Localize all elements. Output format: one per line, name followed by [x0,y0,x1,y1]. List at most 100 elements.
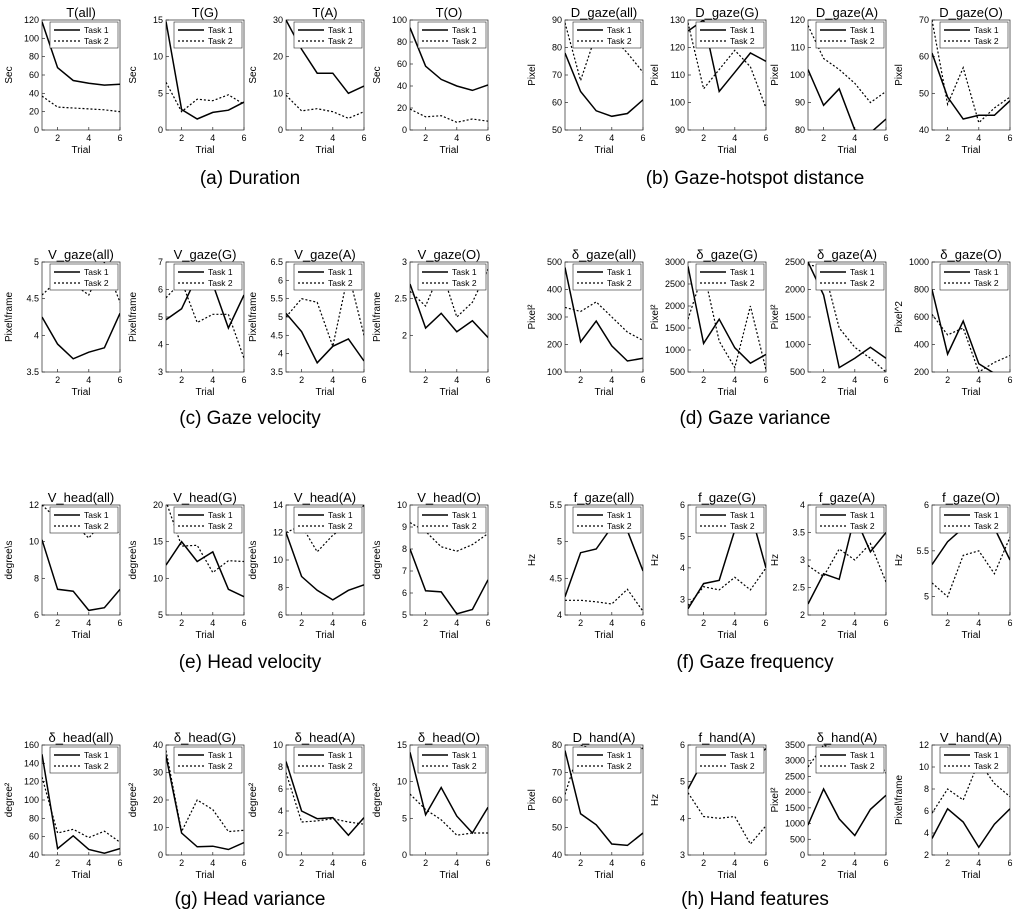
y-tick-label: 4 [158,340,163,350]
x-tick-label: 6 [763,375,768,385]
y-tick-label: 8 [278,583,283,593]
x-tick-label: 6 [640,133,645,143]
series-line-task-1 [410,752,488,835]
y-axis-label: degree² [4,782,15,817]
chart-title: D_gaze(all) [571,5,637,20]
series-line-task-2 [688,567,766,606]
legend-label: Task 2 [730,761,755,771]
legend-label: Task 1 [730,267,755,277]
x-tick-label: 6 [241,133,246,143]
y-axis-label: Pixel² [527,304,538,330]
legend-label: Task 2 [84,761,109,771]
y-tick-label: 7 [402,566,407,576]
y-axis-label: Pixel\frame [128,292,139,342]
x-tick-label: 2 [55,375,60,385]
series-line-task-1 [42,754,120,854]
chart-v-gaze-g: V_gaze(G) 2 4 6 Trial 3 4 5 6 7 Pixel\frame Task 1T… [128,247,247,398]
y-tick-label: 2 [278,828,283,838]
x-tick-label: 2 [179,133,184,143]
chart-title: V_gaze(A) [294,247,355,262]
y-tick-label: 2 [402,330,407,340]
legend-label: Task 2 [84,278,109,288]
chart-title: f_hand(A) [698,730,755,745]
y-tick-label: 500 [790,367,805,377]
x-axis-label: Trial [961,870,980,881]
legend-label: Task 1 [84,25,109,35]
series-line-task-1 [688,266,766,365]
y-tick-label: 6 [924,806,929,816]
legend-label: Task 2 [452,278,477,288]
chart-title: D_gaze(O) [939,5,1003,20]
y-tick-label: 600 [914,312,929,322]
x-tick-label: 4 [210,375,215,385]
x-axis-label: Trial [717,387,736,398]
chart-head-a: δ_head(A) 2 4 6 Trial 0 2 4 6 8 10 degree² Task 1Tas… [248,730,367,881]
x-tick-label: 6 [1007,618,1012,628]
x-tick-label: 4 [609,858,614,868]
y-tick-label: 80 [795,125,805,135]
legend-label: Task 1 [730,750,755,760]
x-tick-label: 2 [821,375,826,385]
y-tick-label: 1000 [785,819,805,829]
x-axis-label: Trial [315,870,334,881]
y-tick-label: 1000 [785,340,805,350]
axes-box [807,744,887,856]
y-tick-label: 90 [675,125,685,135]
x-tick-label: 4 [86,375,91,385]
chart-d-gaze-a: D_gaze(A) 2 4 6 Trial 80 90 100 110 120 Pixel Task … [770,5,889,156]
y-tick-label: 3.5 [792,528,805,538]
chart-head-o: δ_head(O) 2 4 6 Trial 0 5 10 15 degree² Task 1Task… [372,730,491,881]
chart-head-all: δ_head(all) 2 4 6 Trial 40 60 80 100 120 140 160 deg… [4,730,123,881]
x-tick-label: 4 [86,133,91,143]
chart-d-hand-a: D_hand(A) 2 4 6 Trial 40 50 60 70 80 Pixel Task 1Ta… [527,730,646,881]
series-line-task-2 [42,95,120,113]
y-tick-label: 3 [402,257,407,267]
y-axis-label: Pixel [770,64,781,86]
y-tick-label: 0 [278,125,283,135]
chart-title: T(A) [312,5,337,20]
chart-title: V_head(A) [294,490,356,505]
y-tick-label: 3000 [665,257,685,267]
y-tick-label: 3.5 [26,367,39,377]
chart-title: T(all) [66,5,96,20]
x-tick-label: 2 [423,858,428,868]
x-tick-label: 2 [578,375,583,385]
x-tick-label: 2 [55,133,60,143]
y-tick-label: 5.5 [916,546,929,556]
x-tick-label: 2 [299,618,304,628]
x-tick-label: 6 [241,375,246,385]
y-tick-label: 1500 [785,803,805,813]
y-tick-label: 0 [278,850,283,860]
y-tick-label: 4 [924,828,929,838]
x-tick-label: 4 [210,618,215,628]
chart-title: δ_head(O) [418,730,480,745]
legend-label: Task 2 [974,278,999,288]
axes-box [687,504,767,616]
y-tick-label: 60 [397,59,407,69]
axes-box [931,744,1011,856]
series-line-task-2 [286,772,364,825]
y-tick-label: 10 [397,500,407,510]
y-tick-label: 15 [153,15,163,25]
y-tick-label: 0 [158,850,163,860]
x-tick-label: 4 [976,133,981,143]
y-tick-label: 2000 [785,787,805,797]
y-tick-label: 4.5 [549,573,562,583]
series-line-task-2 [565,588,643,612]
series-line-task-2 [932,313,1010,372]
x-tick-label: 2 [423,375,428,385]
series-line-task-1 [410,27,488,92]
series-line-task-2 [688,22,766,109]
x-tick-label: 2 [578,858,583,868]
chart-title: δ_gaze(O) [940,247,1001,262]
y-tick-label: 200 [547,340,562,350]
legend-label: Task 1 [850,25,875,35]
